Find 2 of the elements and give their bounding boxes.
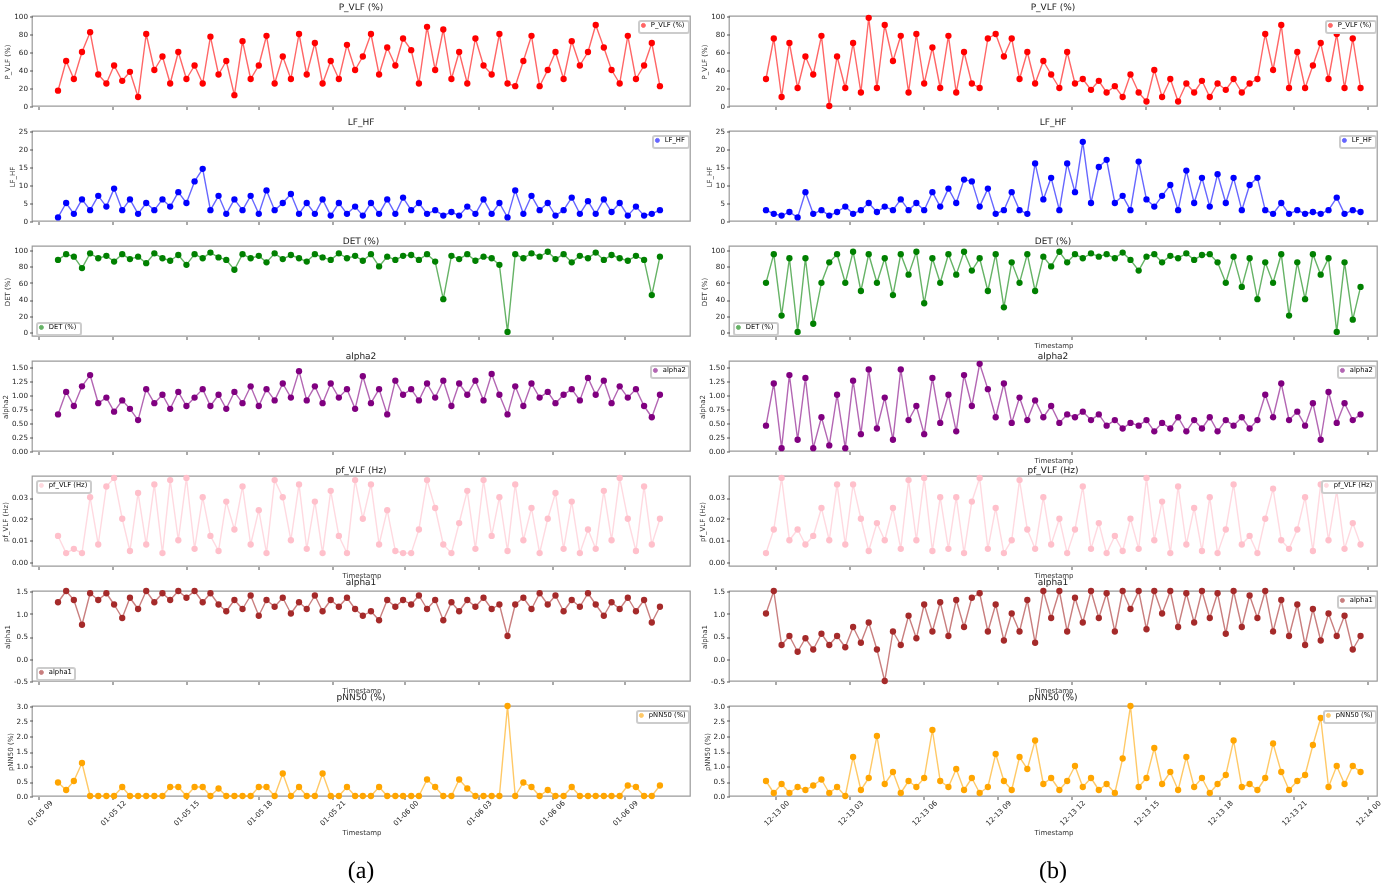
- text: (a): [347, 856, 375, 884]
- text: (b): [1039, 856, 1067, 884]
